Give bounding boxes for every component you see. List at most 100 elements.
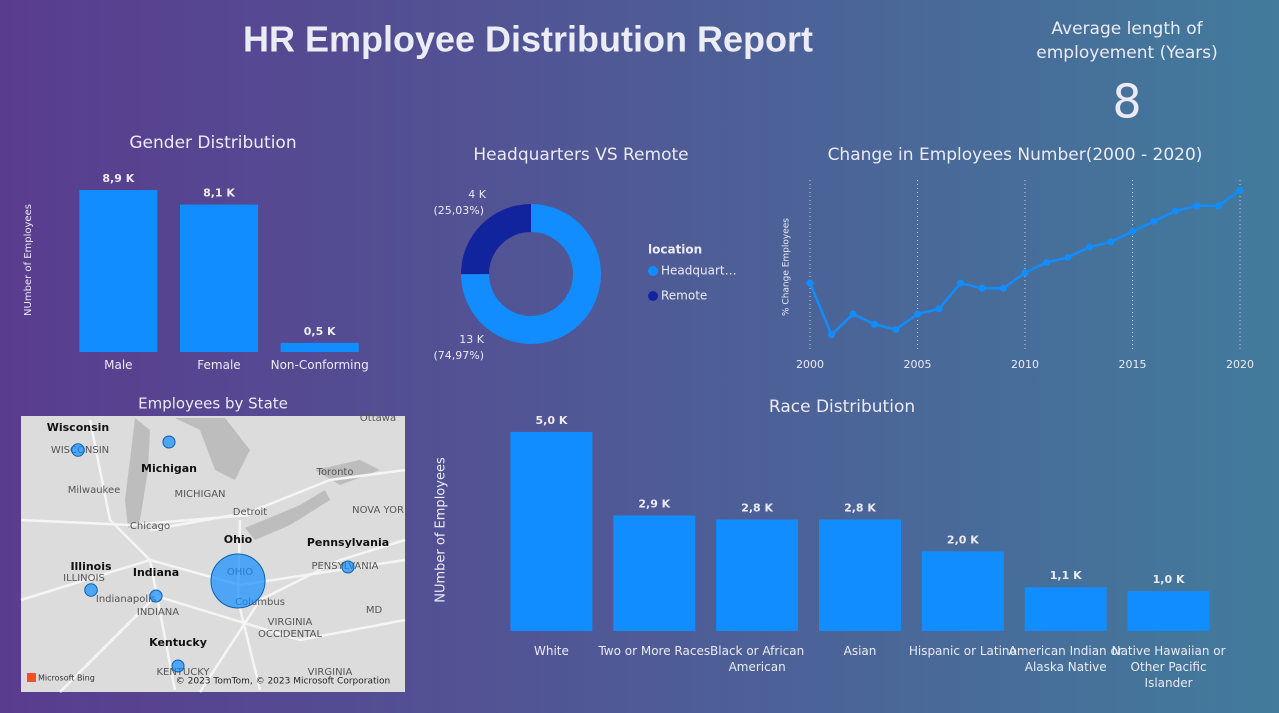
x-tick-label: 2015 bbox=[1119, 358, 1147, 371]
legend-marker bbox=[648, 291, 658, 301]
y-axis-label: % Change Employees bbox=[782, 218, 792, 316]
place-label: VIRGINIA bbox=[268, 617, 313, 628]
bar bbox=[1127, 591, 1210, 631]
point bbox=[1107, 238, 1115, 246]
bubble bbox=[210, 553, 266, 609]
state-label: Wisconsin bbox=[47, 421, 110, 434]
place-label: OCCIDENTAL bbox=[258, 629, 322, 640]
bar bbox=[1024, 587, 1107, 631]
x-tick-label: Asian bbox=[844, 644, 877, 658]
x-tick-label: Male bbox=[104, 358, 132, 372]
count-label: 4 K bbox=[468, 188, 486, 201]
logo-icon bbox=[27, 673, 36, 682]
x-tick-label: 2005 bbox=[904, 358, 932, 371]
point bbox=[892, 326, 900, 334]
legend-label: Remote bbox=[661, 289, 707, 303]
data-label: (25,03%) bbox=[433, 204, 484, 217]
x-tick-label: Two or More Races bbox=[597, 644, 710, 658]
point bbox=[1000, 284, 1007, 292]
place-label: Columbus bbox=[235, 597, 285, 608]
place-label: MD bbox=[366, 605, 383, 616]
x-tick-label: Native Hawaiian or Other Pacific Islander bbox=[1112, 644, 1226, 690]
legend-marker bbox=[648, 266, 658, 276]
chart-title: Gender Distribution bbox=[129, 133, 296, 153]
point bbox=[1043, 259, 1050, 266]
x-tick-label: Non-Conforming bbox=[271, 358, 369, 372]
point bbox=[1021, 269, 1029, 277]
road bbox=[198, 538, 406, 693]
point bbox=[871, 320, 878, 328]
point bbox=[1236, 186, 1244, 194]
x-tick-label: White bbox=[534, 644, 569, 658]
bar bbox=[280, 342, 359, 352]
point bbox=[849, 310, 857, 318]
place-label: KENTUCKY bbox=[156, 667, 210, 678]
bar bbox=[79, 190, 158, 352]
place-label: ILLINOIS bbox=[63, 573, 105, 584]
point bbox=[957, 279, 964, 287]
point bbox=[1215, 202, 1222, 210]
road bbox=[88, 419, 177, 691]
bar bbox=[510, 431, 593, 631]
data-label: 0,5 K bbox=[304, 325, 336, 338]
point bbox=[1193, 202, 1201, 210]
road bbox=[59, 594, 406, 693]
data-label: 2,0 K bbox=[947, 533, 979, 546]
x-tick-label: 2010 bbox=[1011, 358, 1039, 371]
point bbox=[978, 284, 986, 292]
data-label: 1,0 K bbox=[1153, 573, 1185, 586]
x-tick-label: Female bbox=[197, 358, 240, 372]
kpi-label: Average length of employement (Years) bbox=[1036, 19, 1217, 63]
x-tick-label: 2020 bbox=[1226, 358, 1254, 371]
state-label: Pennsylvania bbox=[307, 536, 389, 549]
place-label: NOVA YOR bbox=[352, 505, 404, 516]
legend-label: Headquart… bbox=[661, 264, 737, 278]
x-tick-label: American Indian or Alaska Native bbox=[1009, 644, 1123, 674]
report-title: HR Employee Distribution Report bbox=[243, 19, 813, 60]
state-label: Kentucky bbox=[149, 636, 207, 649]
state-label: Michigan bbox=[141, 462, 197, 475]
place-label: Chicago bbox=[130, 521, 170, 532]
chart-title: Headquarters VS Remote bbox=[473, 145, 688, 165]
map-logo: Microsoft Bing bbox=[38, 674, 95, 683]
road bbox=[149, 468, 406, 532]
place-label: Toronto bbox=[316, 467, 354, 478]
road bbox=[20, 513, 251, 527]
count-label: 13 K bbox=[459, 333, 484, 346]
road bbox=[20, 558, 406, 602]
data-label: 2,8 K bbox=[844, 502, 876, 515]
data-label: 8,1 K bbox=[203, 187, 235, 200]
bubble bbox=[341, 560, 355, 574]
x-tick-label: 2000 bbox=[796, 358, 824, 371]
place-label: Indianapolis bbox=[96, 594, 156, 605]
y-axis-label: NUmber of Employees bbox=[23, 204, 34, 316]
bar bbox=[716, 519, 799, 631]
point bbox=[1172, 207, 1179, 215]
bar bbox=[921, 551, 1004, 631]
place-label: Detroit bbox=[233, 507, 268, 518]
place-label: Ottawa bbox=[360, 413, 396, 424]
point bbox=[1129, 228, 1136, 236]
point bbox=[935, 305, 943, 313]
point bbox=[1064, 253, 1072, 261]
state-label: Indiana bbox=[133, 566, 179, 579]
point bbox=[914, 310, 921, 318]
donut-slice bbox=[461, 204, 602, 344]
data-label: 8,9 K bbox=[102, 172, 134, 185]
data-label: (74,97%) bbox=[433, 349, 484, 362]
data-label: 2,9 K bbox=[638, 498, 670, 511]
data-label: 2,8 K bbox=[741, 502, 773, 515]
legend-title: location bbox=[648, 243, 702, 257]
lake bbox=[175, 418, 250, 480]
y-axis-label: NUmber of Employees bbox=[434, 457, 449, 603]
bubble bbox=[149, 589, 163, 603]
place-label: Milwaukee bbox=[68, 485, 121, 496]
bar bbox=[613, 515, 696, 631]
map-attribution: © 2023 TomTom, © 2023 Microsoft Corporat… bbox=[176, 677, 390, 687]
data-label: 1,1 K bbox=[1050, 569, 1082, 582]
bubble bbox=[162, 435, 176, 449]
bubble bbox=[84, 583, 98, 597]
point bbox=[828, 331, 835, 339]
bar bbox=[180, 204, 258, 352]
